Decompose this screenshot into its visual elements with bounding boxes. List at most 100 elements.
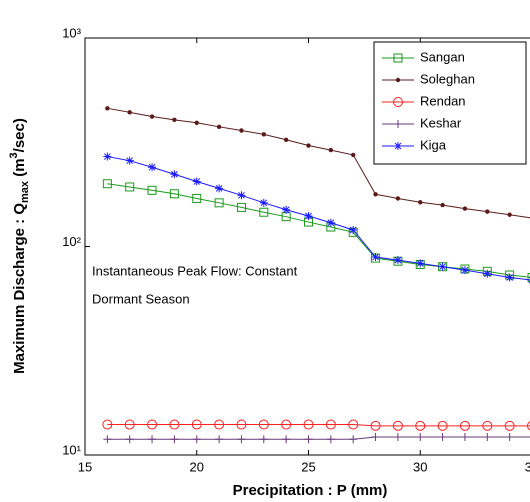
marker (460, 266, 469, 275)
marker (438, 262, 447, 271)
marker (215, 435, 224, 444)
marker (214, 198, 224, 208)
y-tick-label: 10¹ (62, 442, 81, 457)
marker (303, 419, 314, 430)
marker (148, 163, 157, 172)
marker (483, 432, 492, 441)
marker (237, 191, 246, 200)
marker (527, 273, 530, 283)
marker (124, 419, 135, 430)
marker (259, 435, 268, 444)
marker (482, 420, 493, 431)
marker (125, 156, 134, 165)
marker (147, 185, 157, 195)
y-tick-label: 10³ (62, 25, 81, 40)
annotation: Dormant Season (92, 291, 190, 306)
marker (192, 193, 202, 203)
marker (239, 128, 244, 133)
marker (527, 421, 530, 431)
marker (216, 124, 222, 130)
marker (105, 106, 110, 111)
y-title-sup: 3 (8, 152, 20, 158)
legend-marker (394, 120, 402, 128)
legend-label: Rendan (420, 93, 466, 108)
marker (437, 420, 448, 431)
marker (348, 419, 359, 430)
marker (483, 269, 492, 278)
marker (505, 432, 514, 441)
marker (103, 435, 112, 444)
series-line (107, 156, 530, 281)
marker (373, 192, 378, 197)
marker (459, 420, 470, 431)
marker (236, 202, 246, 212)
marker (393, 256, 402, 265)
marker (438, 432, 447, 441)
x-tick-label: 20 (190, 459, 204, 474)
marker (170, 435, 179, 444)
marker (326, 218, 335, 227)
marker (304, 212, 313, 221)
annotation: Instantaneous Peak Flow: Constant (92, 263, 298, 278)
marker (415, 420, 426, 431)
marker (304, 435, 313, 444)
marker (127, 110, 132, 115)
series-line (107, 107, 530, 219)
marker (214, 419, 225, 430)
marker (194, 120, 199, 125)
marker (395, 196, 401, 201)
marker (507, 212, 512, 217)
marker (147, 419, 158, 430)
marker (215, 184, 224, 193)
x-tick-label: 15 (78, 459, 92, 474)
marker (169, 419, 180, 430)
marker (392, 420, 403, 431)
marker (169, 189, 179, 199)
marker (283, 137, 289, 142)
marker (349, 435, 358, 444)
legend-marker (395, 77, 401, 83)
marker (371, 253, 380, 262)
legend-label: Keshar (420, 115, 462, 130)
marker (504, 420, 515, 431)
marker (125, 435, 134, 444)
marker (102, 419, 113, 430)
marker (505, 273, 514, 282)
marker (192, 435, 201, 444)
x-tick-label: 35 (525, 459, 530, 474)
legend-marker (393, 53, 403, 63)
marker (416, 259, 425, 268)
marker (191, 419, 202, 430)
marker (281, 419, 292, 430)
marker (103, 152, 112, 161)
marker (125, 182, 135, 192)
series-line (107, 424, 530, 427)
marker (170, 170, 179, 179)
legend: Sangan Soleghan Rendan Keshar Kiga (373, 41, 527, 165)
marker (462, 206, 468, 211)
x-axis-title: Precipitation : P (mm) (233, 482, 388, 499)
marker (282, 435, 291, 444)
legend-label: Sangan (420, 49, 465, 64)
marker (236, 419, 247, 430)
marker (326, 435, 335, 444)
x-tick-label: 25 (301, 459, 315, 474)
marker (102, 179, 112, 189)
legend-label: Kiga (420, 137, 447, 152)
x-tick-label: 30 (413, 459, 427, 474)
marker (325, 419, 336, 430)
marker (418, 200, 423, 205)
marker (192, 177, 201, 186)
y-axis-title: Maximum Discharge : Qmax (m3/sec) (8, 118, 31, 374)
marker (258, 419, 269, 430)
marker (349, 225, 358, 234)
marker (328, 147, 334, 153)
marker (259, 198, 268, 207)
marker (416, 432, 425, 441)
marker (237, 435, 246, 444)
marker (528, 436, 530, 438)
marker (371, 432, 380, 441)
marker (370, 420, 381, 431)
marker (259, 207, 269, 217)
